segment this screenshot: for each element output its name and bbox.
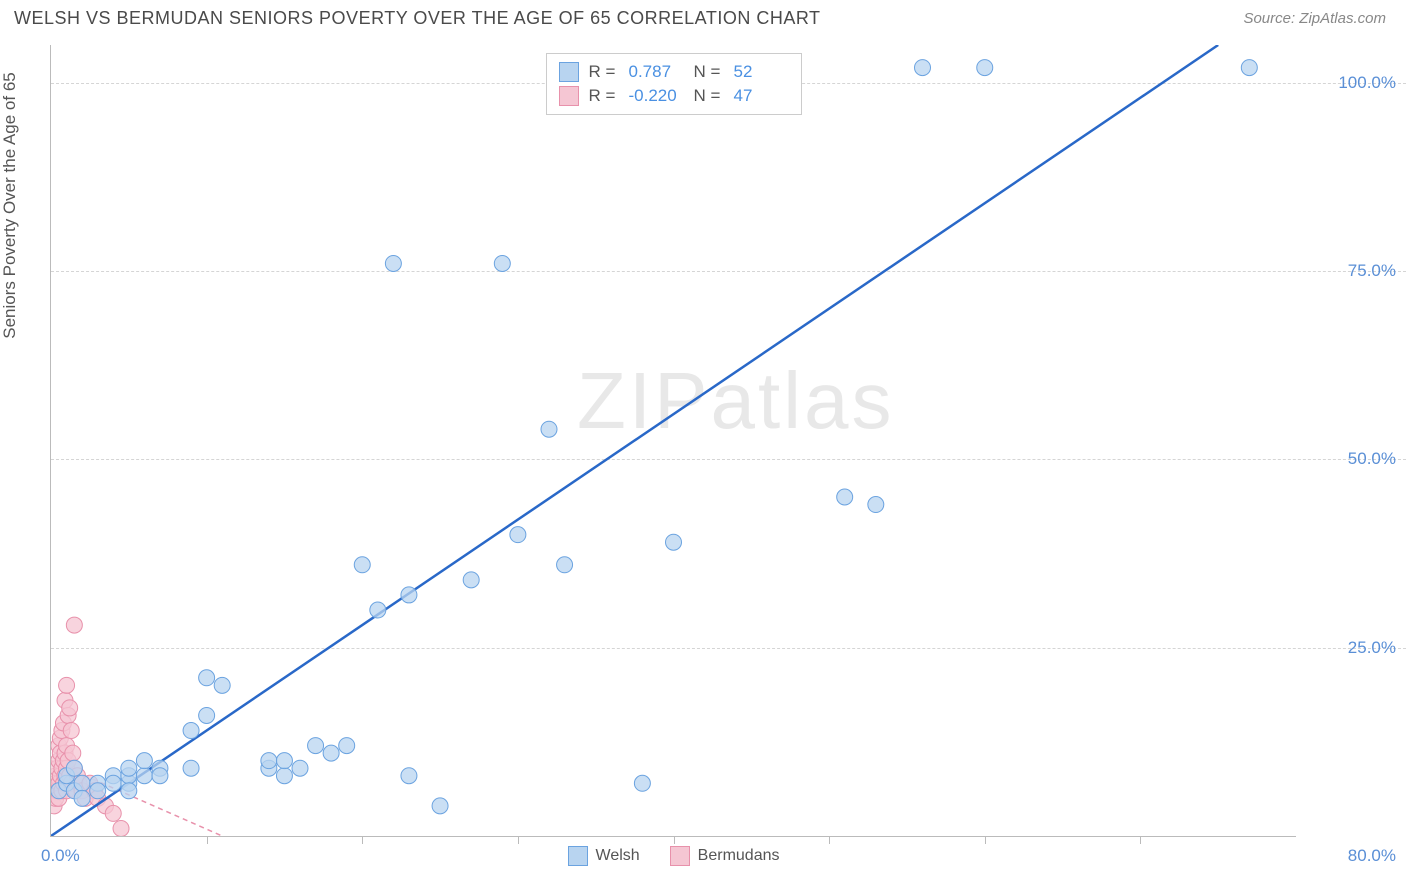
legend-label-bermudans: Bermudans	[698, 847, 780, 865]
chart-source: Source: ZipAtlas.com	[1243, 10, 1386, 27]
x-origin-label: 0.0%	[41, 846, 80, 866]
legend-item-bermudans: Bermudans	[670, 846, 780, 866]
stats-row-bermudans: R = -0.220 N = 47	[559, 84, 789, 108]
y-axis-label: Seniors Poverty Over the Age of 65	[0, 72, 20, 338]
stats-row-welsh: R = 0.787 N = 52	[559, 60, 789, 84]
series-legend: Welsh Bermudans	[568, 846, 780, 866]
swatch-welsh	[559, 62, 579, 82]
r-label: R =	[589, 62, 619, 82]
y-tick-label: 50.0%	[1306, 449, 1396, 469]
r-label: R =	[589, 86, 619, 106]
n-label: N =	[694, 62, 724, 82]
chart-container: Seniors Poverty Over the Age of 65 ZIPat…	[0, 37, 1406, 887]
plot-svg	[51, 45, 1296, 836]
swatch-bermudans	[559, 86, 579, 106]
legend-item-welsh: Welsh	[568, 846, 640, 866]
chart-title: WELSH VS BERMUDAN SENIORS POVERTY OVER T…	[14, 8, 821, 29]
y-tick-label: 75.0%	[1306, 261, 1396, 281]
n-value-bermudans: 47	[734, 86, 789, 106]
chart-header: WELSH VS BERMUDAN SENIORS POVERTY OVER T…	[0, 0, 1406, 37]
plot-area: ZIPatlas 25.0%50.0%75.0%100.0% R = 0.787…	[50, 45, 1296, 837]
legend-label-welsh: Welsh	[596, 847, 640, 865]
swatch-bermudans-b	[670, 846, 690, 866]
n-label: N =	[694, 86, 724, 106]
stats-legend: R = 0.787 N = 52 R = -0.220 N = 47	[546, 53, 802, 115]
y-tick-label: 100.0%	[1306, 73, 1396, 93]
x-max-label: 80.0%	[1306, 846, 1396, 866]
r-value-welsh: 0.787	[629, 62, 684, 82]
n-value-welsh: 52	[734, 62, 789, 82]
y-tick-label: 25.0%	[1306, 638, 1396, 658]
swatch-welsh-b	[568, 846, 588, 866]
r-value-bermudans: -0.220	[629, 86, 684, 106]
